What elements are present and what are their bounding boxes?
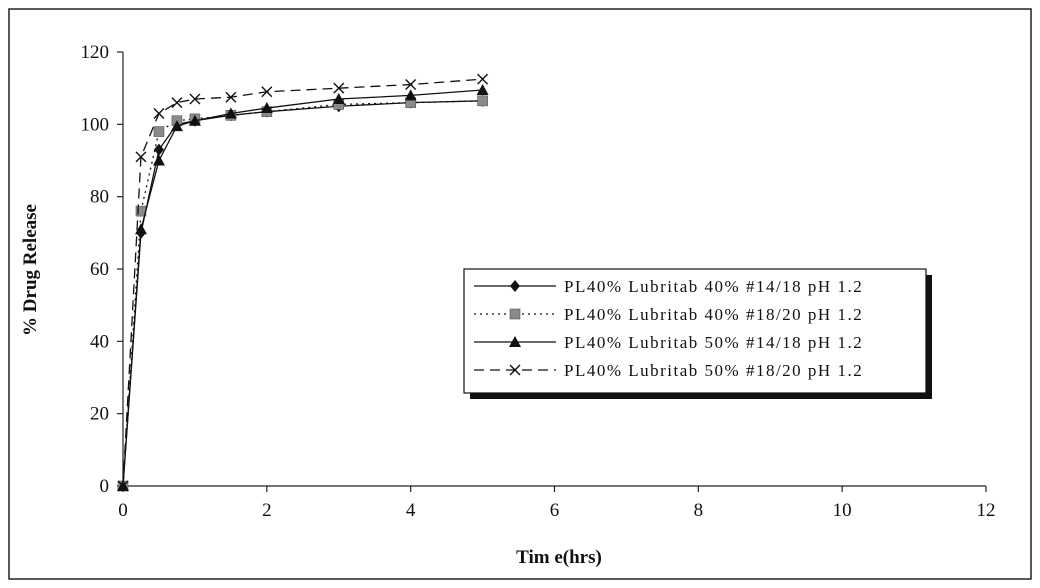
data-point [477,95,488,107]
data-point [170,120,183,132]
legend-marker [509,308,521,320]
data-point [405,79,417,91]
y-axis-title: % Drug Release [20,204,41,336]
data-point [225,91,237,103]
y-tick-label: 80 [90,187,109,208]
data-point [332,93,345,105]
x-tick-labels: 0 2 4 6 8 10 12 [118,500,995,521]
x-marker-stroke [171,97,183,109]
y-tick-labels: 0 20 40 60 80 100 120 [81,42,110,497]
series-line [122,89,483,487]
data-point [476,83,489,95]
legend: PL40% Lubritab 40% #14/18 pH 1.2 PL40% Lu… [463,268,932,399]
y-tick-label: 100 [81,114,110,135]
y-tick-label: 0 [100,476,110,497]
data-point [333,82,345,94]
legend-box [463,268,927,394]
x-marker-stroke [225,91,237,103]
series-line [122,78,483,487]
y-tick-label: 120 [81,42,110,63]
x-marker-stroke [261,86,273,98]
x-axis-title: Tim e(hrs) [516,547,602,568]
x-marker-stroke [189,93,201,105]
x-tick-label: 10 [833,500,852,521]
x-tick-label: 2 [262,500,272,521]
x-tick-label: 12 [977,500,996,521]
x-marker-stroke [405,79,417,91]
x-marker-stroke [333,82,345,94]
data-point [477,73,489,85]
y-tick-label: 40 [90,331,109,352]
x-tick-label: 4 [406,500,416,521]
x-tick-label: 6 [550,500,560,521]
data-point [153,126,165,137]
data-point [189,93,201,105]
x-tick-label: 0 [118,500,128,521]
legend-entry-4: PL40% Lubritab 50% #18/20 pH 1.2 [474,361,863,380]
data-point [135,151,147,163]
x-marker-stroke [153,107,165,119]
x-marker-stroke [509,364,521,376]
legend-marker [509,364,521,376]
legend-entry-2: PL40% Lubritab 40% #18/20 pH 1.2 [474,305,863,324]
data-point [153,107,165,119]
legend-entry-3: PL40% Lubritab 50% #14/18 pH 1.2 [474,333,863,352]
x-marker-stroke [117,480,129,492]
y-tick-label: 20 [90,404,109,425]
legend-label: PL40% Lubritab 50% #14/18 pH 1.2 [564,333,863,352]
data-point [153,143,164,156]
data-point [188,114,201,126]
legend-entry-1: PL40% Lubritab 40% #14/18 pH 1.2 [474,277,863,296]
legend-label: PL40% Lubritab 40% #18/20 pH 1.2 [564,305,863,324]
data-point [152,154,165,166]
data-point [171,97,183,109]
x-tick-label: 8 [694,500,704,521]
data-point [134,223,147,235]
data-point [260,102,273,114]
data-point [261,86,273,98]
y-tick-label: 60 [90,259,109,280]
legend-marker [510,280,520,292]
series-group [117,73,489,492]
legend-marker [509,336,521,347]
x-marker-stroke [135,151,147,163]
data-point [404,89,417,101]
series-4 [117,73,489,492]
data-point [224,107,237,119]
legend-label: PL40% Lubritab 50% #18/20 pH 1.2 [564,361,863,380]
legend-label: PL40% Lubritab 40% #14/18 pH 1.2 [564,277,863,296]
x-marker-stroke [477,73,489,85]
series-line [122,100,483,487]
data-point [117,480,129,492]
